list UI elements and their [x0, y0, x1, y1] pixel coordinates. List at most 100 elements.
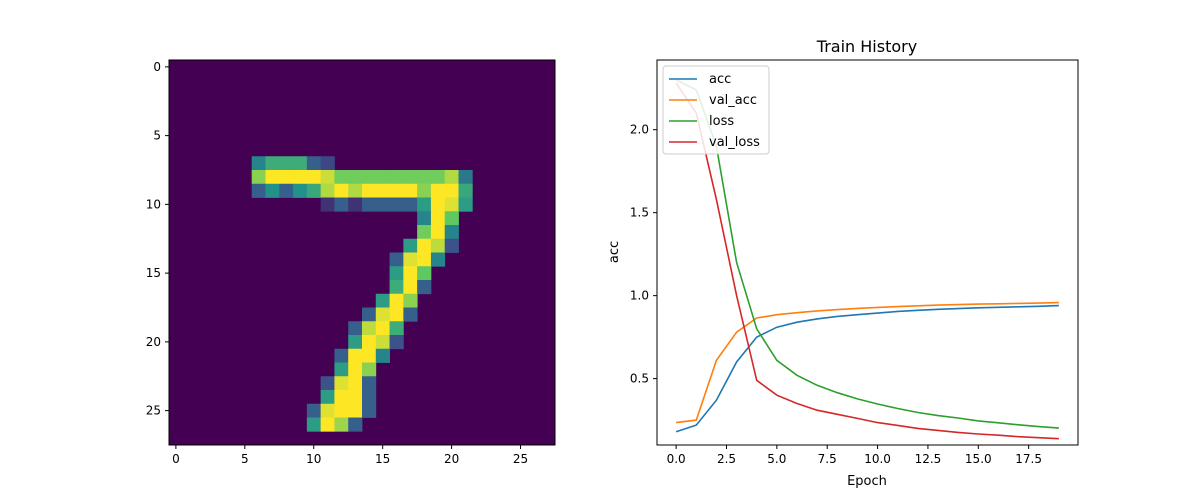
image-pixel	[251, 156, 266, 171]
image-pixel	[458, 197, 473, 212]
image-pixel	[362, 390, 377, 405]
x-tick-label: 10.0	[864, 452, 891, 466]
series-line-val-loss	[675, 82, 1059, 440]
image-x-tick-label: 20	[444, 452, 459, 466]
x-tick-label: 17.5	[1015, 452, 1042, 466]
image-x-tick-label: 0	[172, 452, 180, 466]
image-pixel	[417, 197, 432, 212]
image-y-tick-label: 15	[146, 266, 161, 280]
y-tick-label: 2.0	[630, 123, 649, 137]
image-pixel	[362, 376, 377, 391]
image-pixel	[403, 238, 418, 253]
image-pixel	[265, 156, 280, 171]
image-pixel	[279, 183, 294, 198]
image-pixel	[306, 183, 322, 198]
image-pixel	[348, 390, 363, 405]
image-x-tick-label: 10	[306, 452, 321, 466]
image-pixel	[403, 280, 418, 295]
image-pixel	[334, 417, 349, 432]
image-pixel	[362, 403, 377, 418]
image-y-tick-label: 5	[153, 129, 161, 143]
image-pixel	[251, 170, 266, 185]
image-pixel	[375, 293, 390, 308]
image-pixel	[430, 252, 446, 267]
image-pixel	[320, 170, 335, 185]
digit-image-panel: 0 5 10 15 20 25 0 5 10 15 20 25	[146, 59, 556, 466]
image-pixel	[375, 307, 390, 322]
image-pixel	[334, 390, 349, 405]
legend-label: loss	[709, 114, 734, 129]
image-pixel-grid	[169, 60, 555, 445]
image-pixel	[251, 183, 266, 198]
image-pixel	[389, 280, 404, 295]
image-pixel	[348, 362, 363, 377]
image-pixel	[403, 266, 418, 281]
legend-label: val_loss	[709, 135, 760, 150]
series-line-loss	[675, 79, 1059, 429]
image-pixel	[417, 266, 432, 281]
x-tick-label: 15.0	[965, 452, 992, 466]
x-tick-label: 0.0	[667, 452, 686, 466]
image-pixel	[458, 170, 473, 185]
image-pixel	[403, 307, 418, 322]
image-pixel	[320, 156, 335, 171]
image-pixel	[458, 183, 473, 198]
image-pixel	[375, 170, 390, 185]
image-pixel	[362, 170, 377, 185]
image-y-tick-label: 10	[146, 197, 161, 211]
y-tick-label: 1.5	[630, 206, 649, 220]
image-pixel	[444, 170, 459, 185]
image-pixel	[348, 376, 363, 391]
image-pixel	[375, 348, 390, 363]
image-pixel	[389, 170, 404, 185]
train-history-panel: Train History 0.0 2.5 5.0 7.5 10.0 12.5 15.0 17…	[607, 37, 1079, 489]
image-pixel	[348, 417, 363, 432]
line-series-group	[675, 79, 1059, 440]
image-pixel	[348, 183, 363, 198]
image-pixel	[306, 156, 322, 171]
image-pixel	[348, 170, 363, 185]
image-pixel	[417, 238, 432, 253]
image-x-tick-label: 15	[375, 452, 390, 466]
image-pixel	[403, 252, 418, 267]
image-pixel	[293, 156, 308, 171]
image-pixel	[375, 183, 390, 198]
image-pixel	[389, 266, 404, 281]
image-pixel	[334, 362, 349, 377]
image-x-tick-label: 25	[513, 452, 528, 466]
image-pixel	[348, 321, 363, 336]
x-tick-label: 2.5	[717, 452, 736, 466]
image-pixel	[320, 376, 335, 391]
legend-box	[662, 65, 770, 155]
image-x-tick-label: 5	[241, 452, 249, 466]
image-pixel	[320, 183, 335, 198]
image-pixel	[320, 417, 335, 432]
y-tick-label: 0.5	[630, 372, 649, 386]
image-pixel	[334, 376, 349, 391]
line-x-ticks: 0.0 2.5 5.0 7.5 10.0 12.5 15.0 17.5	[667, 445, 1042, 466]
image-pixel	[375, 197, 390, 212]
image-pixel	[265, 183, 280, 198]
image-pixel	[389, 293, 404, 308]
image-pixel	[444, 211, 459, 226]
image-pixel	[389, 335, 404, 350]
image-pixel	[389, 252, 404, 267]
image-pixel	[362, 348, 377, 363]
image-pixel	[293, 170, 308, 185]
image-pixel	[320, 197, 335, 212]
image-pixel	[334, 170, 349, 185]
image-pixel	[417, 252, 432, 267]
image-pixel	[417, 183, 432, 198]
image-pixel	[417, 225, 432, 240]
image-pixel	[293, 183, 308, 198]
image-pixel	[444, 183, 459, 198]
image-pixel	[320, 390, 335, 405]
y-axis-label: acc	[607, 241, 622, 263]
series-line-acc	[675, 304, 1059, 433]
line-axes-frame	[656, 59, 1079, 446]
image-pixel	[348, 348, 363, 363]
image-axes-frame	[168, 59, 556, 446]
image-y-tick-label: 20	[146, 335, 161, 349]
